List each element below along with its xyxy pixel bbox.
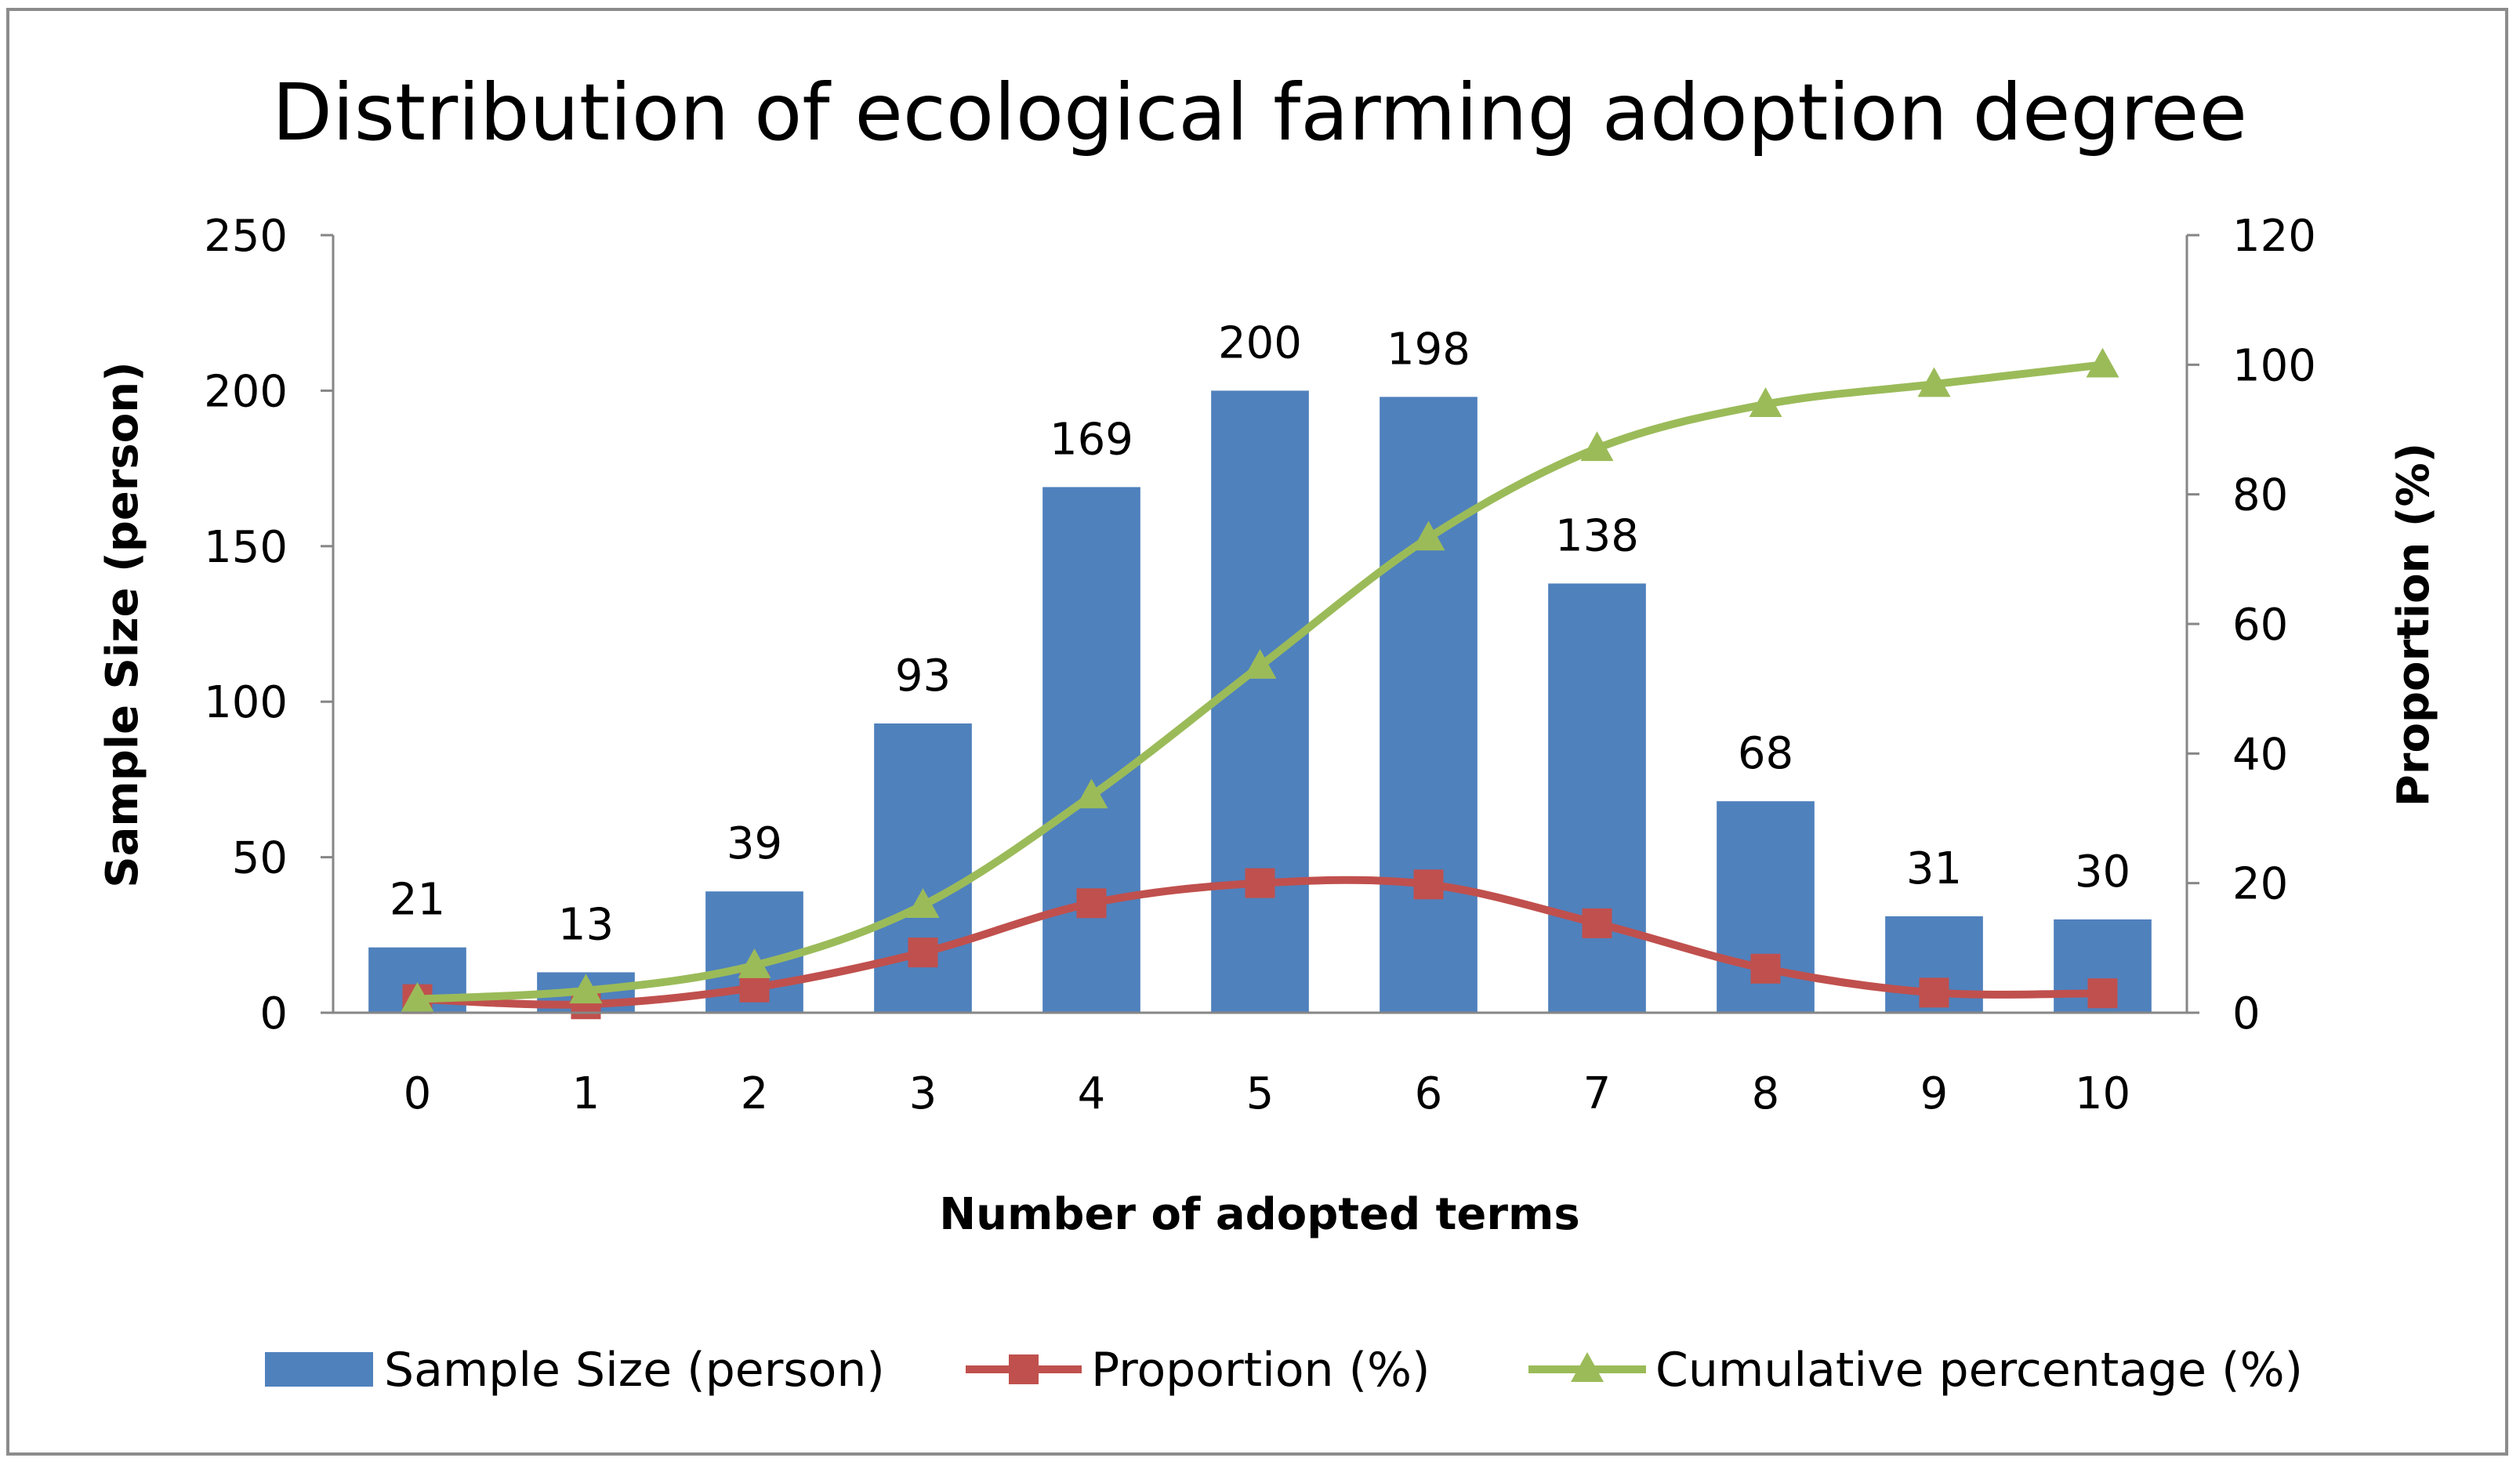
y2-tick-label: 40: [2232, 729, 2288, 780]
cumulative-point: [1075, 778, 1108, 809]
x-tick-label: 6: [1415, 1068, 1443, 1119]
bar-data-label: 93: [895, 651, 951, 702]
y-axis-title: Sample Size (person): [97, 361, 148, 887]
x-tick-label: 0: [404, 1068, 432, 1119]
cumulative-point: [569, 974, 603, 1004]
legend-label-proportion: Proportion (%): [1091, 1343, 1430, 1398]
x-tick-label: 5: [1246, 1068, 1275, 1119]
x-tick-label: 7: [1583, 1068, 1612, 1119]
cumulative-point: [1580, 431, 1614, 462]
x-tick-label: 3: [909, 1068, 937, 1119]
y2-tick-label: 120: [2232, 211, 2316, 262]
bar-data-label: 138: [1555, 510, 1639, 561]
bar-data-label: 68: [1738, 728, 1793, 779]
y2-tick-label: 60: [2232, 600, 2288, 651]
cumulative-point: [1412, 520, 1445, 551]
line-series: [401, 347, 2119, 1020]
x-tick-label: 10: [2075, 1068, 2130, 1119]
x-axis-title: Number of adopted terms: [939, 1189, 1579, 1240]
bar-data-label: 200: [1218, 317, 1302, 368]
proportion-point: [2087, 978, 2118, 1009]
y2-axis-title: Proportion (%): [2388, 443, 2439, 807]
cumulative-point: [906, 888, 940, 918]
bar: [1211, 390, 1309, 1013]
bar-data-label: 39: [727, 818, 782, 869]
bar-data-label: 21: [390, 875, 445, 926]
legend-label-cumulative: Cumulative percentage (%): [1655, 1343, 2303, 1398]
y2-tick-label: 80: [2232, 470, 2288, 521]
legend: Sample Size (person) Proportion (%) Cumula…: [265, 1343, 2303, 1398]
cumulative-point: [1243, 649, 1277, 679]
cumulative-point: [401, 982, 434, 1012]
legend-label-sample-size: Sample Size (person): [384, 1343, 885, 1398]
proportion-point: [908, 937, 938, 968]
x-tick-label: 4: [1078, 1068, 1106, 1119]
x-tick-label: 8: [1752, 1068, 1780, 1119]
axes: 0 50 100 150 200 250 0 20 40 60 80 100 120 0 1 2 3 4 5 6 7 8 9…: [204, 211, 2316, 1119]
legend-swatch-sample-size: [265, 1352, 373, 1387]
legend-marker-cumulative: [1571, 1352, 1604, 1382]
proportion-point: [1750, 953, 1781, 984]
y2-tick-label: 100: [2232, 340, 2316, 391]
chart-title: Distribution of ecological farming adopt…: [272, 67, 2247, 158]
bar: [1548, 583, 1646, 1013]
y-tick-label: 0: [259, 988, 288, 1039]
bar-data-label: 13: [558, 899, 614, 950]
cumulative-point: [1917, 367, 1951, 397]
cumulative-point: [1749, 387, 1782, 417]
proportion-point: [1245, 868, 1275, 898]
legend-marker-proportion: [1009, 1354, 1039, 1384]
proportion-point: [1919, 977, 1949, 1008]
y-tick-label: 200: [204, 366, 288, 417]
proportion-point: [1076, 888, 1107, 919]
cumulative-point: [2086, 347, 2119, 378]
bar-data-label: 169: [1050, 414, 1133, 465]
y2-tick-label: 20: [2232, 859, 2288, 910]
cumulative-point: [738, 948, 771, 978]
x-tick-label: 1: [572, 1068, 600, 1119]
bar: [1042, 487, 1140, 1013]
bar: [874, 723, 972, 1013]
bar: [1380, 397, 1478, 1013]
x-tick-label: 2: [741, 1068, 769, 1119]
y-tick-label: 250: [204, 211, 288, 262]
x-tick-label: 9: [1920, 1068, 1949, 1119]
data-labels: 21 13 39 93 169 200 198 138 68 31 30: [390, 317, 2130, 950]
proportion-point: [1413, 869, 1444, 900]
y-tick-label: 50: [232, 833, 288, 884]
y2-tick-label: 0: [2232, 988, 2261, 1039]
bar-data-label: 31: [1906, 843, 1962, 894]
bar-data-label: 198: [1387, 324, 1470, 375]
bar-data-label: 30: [2075, 847, 2130, 897]
proportion-point: [1582, 908, 1612, 938]
y-tick-label: 150: [204, 522, 288, 573]
y-tick-label: 100: [204, 677, 288, 728]
